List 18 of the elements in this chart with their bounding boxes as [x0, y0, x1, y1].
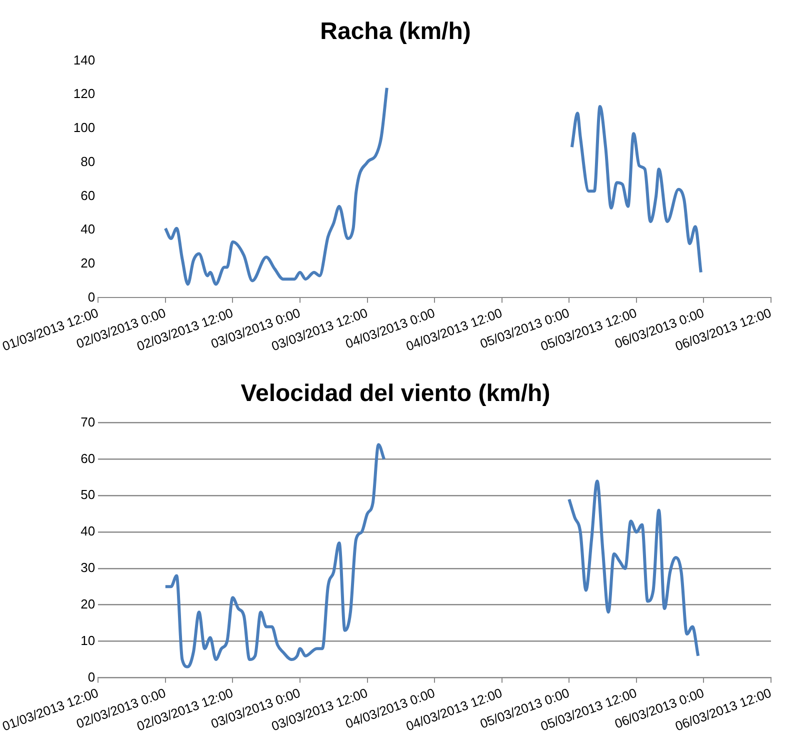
chart-title: Velocidad del viento (km/h) — [240, 380, 550, 408]
y-tick-label: 70 — [80, 414, 96, 430]
y-tick-label: 120 — [73, 86, 96, 102]
y-tick-label: 30 — [80, 560, 96, 576]
y-tick-label: 20 — [80, 596, 96, 612]
y-tick-label: 40 — [80, 524, 96, 539]
y-tick-label: 10 — [80, 632, 96, 648]
y-tick-label: 20 — [80, 255, 96, 270]
y-tick-label: 80 — [80, 154, 96, 169]
chart-title: Racha (km/h) — [320, 18, 471, 46]
y-tick-label: 40 — [80, 222, 96, 237]
y-tick-label: 50 — [80, 487, 96, 502]
y-tick-label: 140 — [73, 52, 96, 68]
y-tick-label: 100 — [73, 120, 96, 136]
y-tick-label: 60 — [80, 450, 96, 466]
y-tick-label: 0 — [88, 669, 96, 684]
y-tick-label: 0 — [88, 289, 96, 304]
y-tick-label: 60 — [80, 188, 96, 203]
